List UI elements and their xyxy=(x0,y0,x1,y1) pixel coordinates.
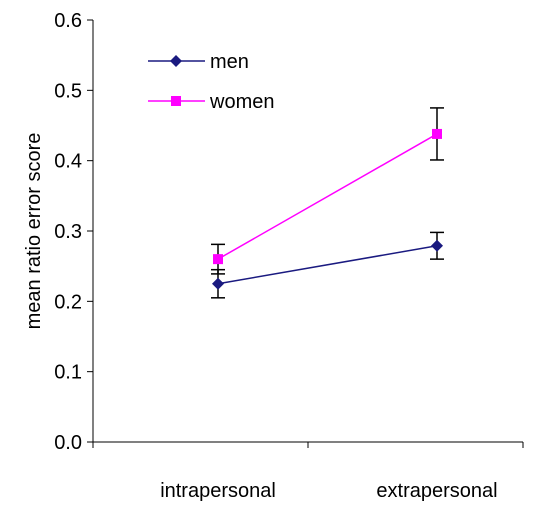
legend-item-men: men xyxy=(148,51,249,73)
data-point-men xyxy=(212,277,224,290)
y-axis: 0.0 0.1 0.2 0.3 0.4 0.5 0.6 xyxy=(54,10,94,454)
y-tick-label: 0.4 xyxy=(54,151,82,173)
x-ticks: intrapersonal extrapersonal xyxy=(92,442,524,502)
series-line-men xyxy=(217,245,438,285)
legend-marker xyxy=(171,96,181,106)
series-line-women xyxy=(217,133,438,260)
data-point-women xyxy=(213,254,223,265)
legend: men women xyxy=(148,51,274,113)
plot-area xyxy=(211,107,444,299)
x-category-label: intrapersonal xyxy=(160,480,276,502)
legend-label: men xyxy=(210,51,249,73)
y-tick-label: 0.5 xyxy=(54,80,82,102)
x-category-label: extrapersonal xyxy=(376,480,497,502)
y-axis-title: mean ratio error score xyxy=(23,133,45,330)
series-men xyxy=(211,231,444,299)
y-tick-label: 0.1 xyxy=(54,362,82,384)
data-point-women xyxy=(432,128,442,139)
legend-label: women xyxy=(209,91,274,113)
data-point-men xyxy=(431,239,443,252)
y-tick-label: 0.0 xyxy=(54,432,82,454)
y-tick-label: 0.3 xyxy=(54,221,82,243)
x-axis: intrapersonal extrapersonal xyxy=(92,441,524,502)
legend-marker xyxy=(170,55,182,67)
y-tick-label: 0.2 xyxy=(54,291,82,313)
y-ticks: 0.0 0.1 0.2 0.3 0.4 0.5 0.6 xyxy=(54,10,93,454)
y-tick-label: 0.6 xyxy=(54,10,82,32)
series-women xyxy=(211,107,444,275)
legend-item-women: women xyxy=(148,91,274,113)
